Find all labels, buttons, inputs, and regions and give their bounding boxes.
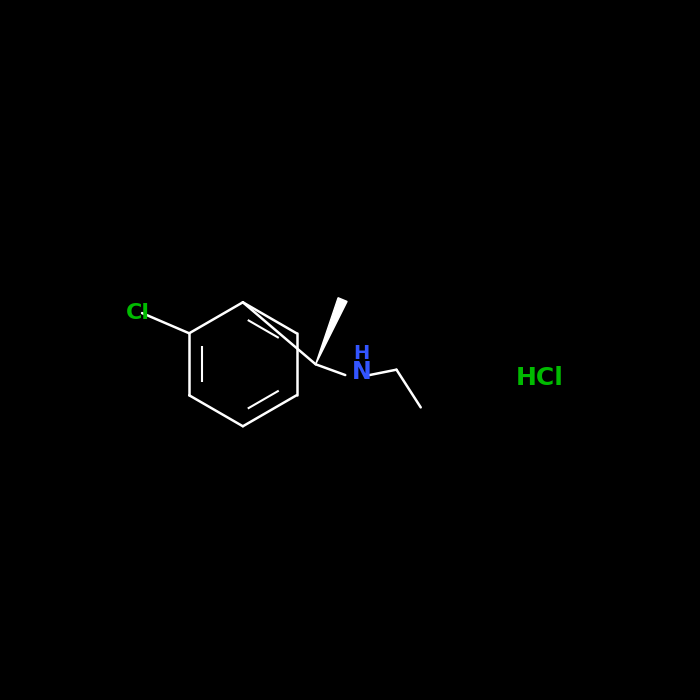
Text: N: N bbox=[351, 360, 371, 384]
Text: Cl: Cl bbox=[126, 303, 150, 323]
Text: H: H bbox=[354, 344, 370, 363]
Text: HCl: HCl bbox=[515, 366, 564, 390]
Polygon shape bbox=[316, 298, 347, 364]
